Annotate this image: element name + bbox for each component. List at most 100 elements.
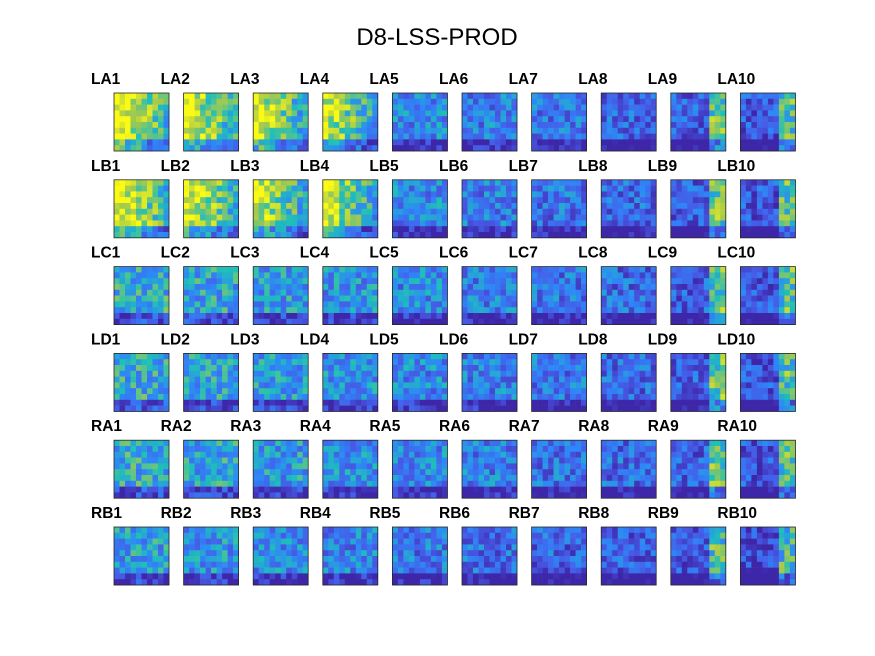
heatmap-cell xyxy=(275,457,281,464)
heatmap-cell xyxy=(227,127,234,134)
heatmap-cell xyxy=(291,197,298,204)
heatmap-cell xyxy=(617,440,624,447)
heatmap-cell xyxy=(681,399,688,406)
heatmap-cell xyxy=(152,139,159,146)
heatmap-cell xyxy=(414,93,421,100)
heatmap-cell xyxy=(350,133,357,140)
heatmap-cell xyxy=(147,480,153,487)
heatmap-cell xyxy=(484,376,490,383)
heatmap-panel-ld4 xyxy=(322,352,379,412)
heatmap-cell xyxy=(322,289,329,296)
heatmap-cell xyxy=(280,394,287,401)
heatmap-cell xyxy=(623,226,629,233)
heatmap-cell xyxy=(194,272,201,279)
heatmap-cell xyxy=(163,185,170,192)
heatmap-cell xyxy=(344,313,351,320)
heatmap-cell xyxy=(322,295,329,302)
heatmap-cell xyxy=(703,127,710,134)
heatmap-cell xyxy=(698,214,705,221)
heatmap-cell xyxy=(650,301,657,308)
heatmap-cell xyxy=(537,266,543,273)
heatmap-cell xyxy=(194,359,201,366)
heatmap-cell xyxy=(564,93,571,100)
heatmap-cell xyxy=(355,457,362,464)
heatmap-cell xyxy=(506,301,512,308)
heatmap-cell xyxy=(163,203,170,210)
heatmap-cell xyxy=(419,469,426,476)
heatmap-cell xyxy=(141,486,148,493)
heatmap-cell xyxy=(286,214,292,221)
heatmap-cell xyxy=(698,203,705,210)
heatmap-cell xyxy=(194,179,201,186)
heatmap-cell xyxy=(253,394,259,401)
heatmap-cell xyxy=(778,370,785,377)
heatmap-cell xyxy=(227,214,234,221)
heatmap-cell xyxy=(531,469,538,476)
heatmap-cell xyxy=(581,208,587,215)
heatmap-cell xyxy=(211,307,217,314)
heatmap-cell xyxy=(233,226,239,233)
heatmap-cell xyxy=(211,359,217,366)
heatmap-cell xyxy=(670,446,677,453)
heatmap-cell xyxy=(462,307,468,314)
heatmap-cell xyxy=(183,179,190,186)
heatmap-cell xyxy=(703,266,710,273)
heatmap-cell xyxy=(714,133,721,140)
heatmap-cell xyxy=(542,394,549,401)
heatmap-cell xyxy=(333,133,340,140)
heatmap-cell xyxy=(355,127,362,134)
heatmap-cell xyxy=(436,191,443,198)
heatmap-cell xyxy=(606,208,613,215)
heatmap-cell xyxy=(125,289,131,296)
heatmap-cell xyxy=(553,359,560,366)
heatmap-cell xyxy=(125,313,131,320)
heatmap-cell xyxy=(211,145,217,152)
heatmap-cell xyxy=(570,284,576,291)
heatmap-cell xyxy=(756,203,763,210)
heatmap-cell xyxy=(350,226,357,233)
heatmap-cell xyxy=(789,104,796,111)
heatmap-cell xyxy=(467,463,474,470)
heatmap-cell xyxy=(639,313,646,320)
heatmap-cell xyxy=(784,208,791,215)
heatmap-cell xyxy=(408,226,415,233)
heatmap-cell xyxy=(612,110,618,117)
heatmap-cell xyxy=(676,266,683,273)
heatmap-cell xyxy=(462,353,468,360)
heatmap-cell xyxy=(467,405,474,412)
heatmap-cell xyxy=(784,307,791,314)
heatmap-cell xyxy=(147,382,153,389)
heatmap-cell xyxy=(361,110,368,117)
heatmap-cell xyxy=(130,284,137,291)
heatmap-cell xyxy=(559,122,565,129)
heatmap-cell xyxy=(297,226,303,233)
heatmap-cell xyxy=(676,370,683,377)
heatmap-cell xyxy=(495,278,501,285)
heatmap-cell xyxy=(709,127,716,134)
heatmap-cell xyxy=(264,220,270,227)
heatmap-cell xyxy=(258,463,265,470)
heatmap-cell xyxy=(784,93,791,100)
heatmap-cell xyxy=(511,295,518,302)
heatmap-cell xyxy=(542,318,549,325)
heatmap-cell xyxy=(227,208,234,215)
heatmap-cell xyxy=(484,475,490,482)
heatmap-cell xyxy=(194,116,201,123)
heatmap-cell xyxy=(628,98,635,105)
heatmap-cell xyxy=(408,179,415,186)
heatmap-cell xyxy=(264,451,270,458)
heatmap-cell xyxy=(762,191,769,198)
heatmap-cell xyxy=(216,203,223,210)
heatmap-cell xyxy=(467,446,474,453)
heatmap-cell xyxy=(698,284,705,291)
heatmap-cell xyxy=(119,197,126,204)
heatmap-cell xyxy=(355,318,362,325)
heatmap-cell xyxy=(136,370,142,377)
panel-label-lb7: LB7 xyxy=(509,158,538,175)
heatmap-cell xyxy=(119,278,126,285)
panel-frame xyxy=(322,92,379,152)
heatmap-cell xyxy=(703,104,710,111)
heatmap-cell xyxy=(291,365,298,372)
heatmap-cell xyxy=(372,451,379,458)
heatmap-cell xyxy=(623,208,629,215)
